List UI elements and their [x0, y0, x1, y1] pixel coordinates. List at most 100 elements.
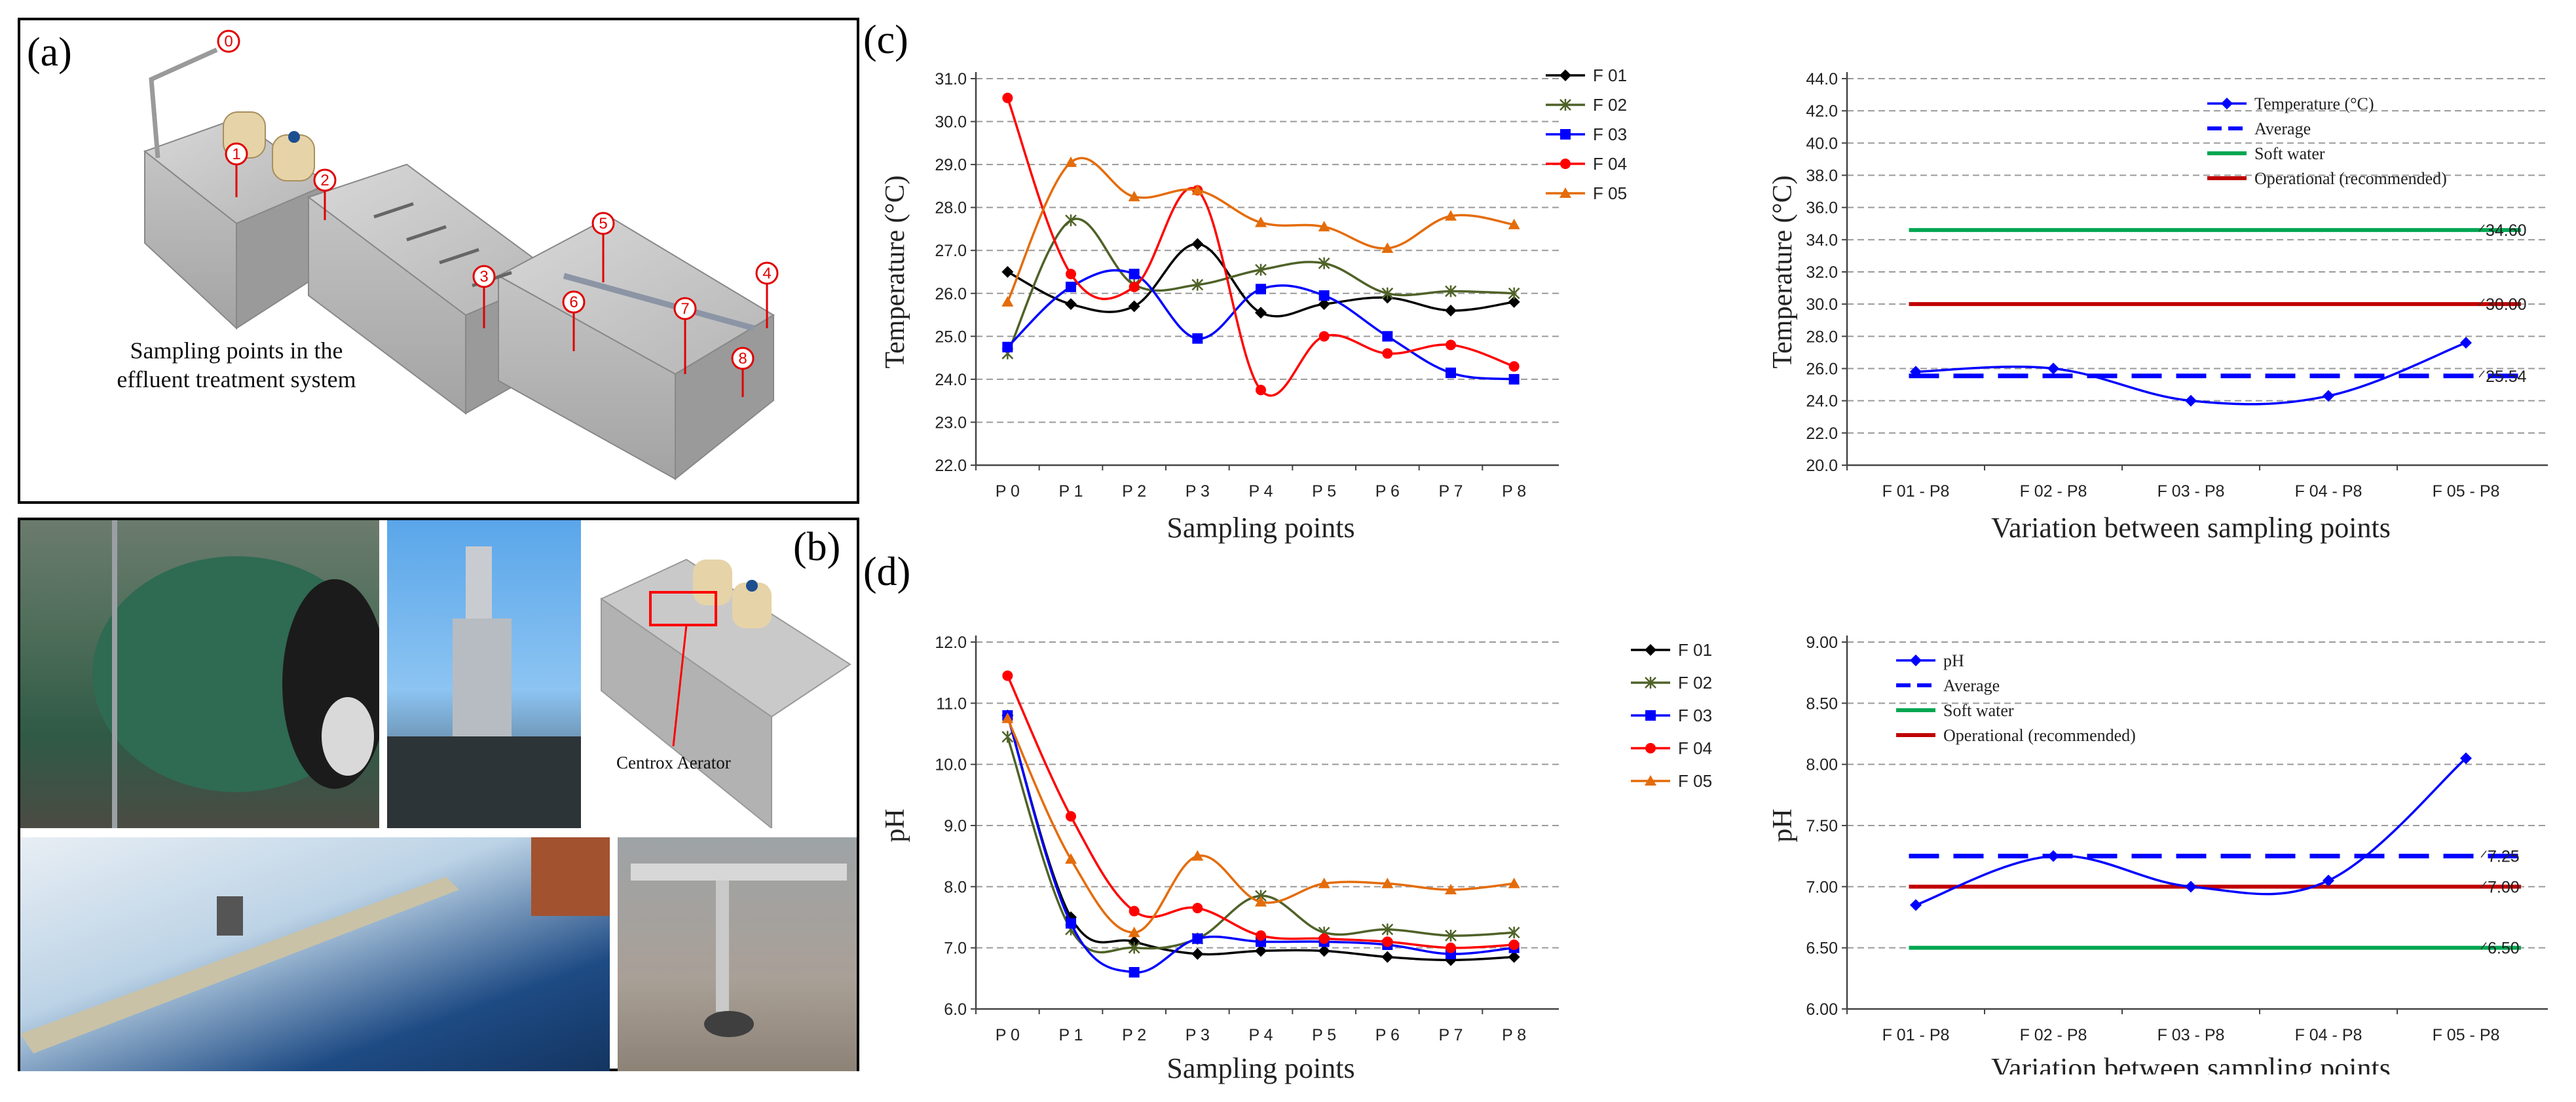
photo-chimney	[387, 520, 581, 828]
legend: Temperature (°C) Average Soft water Operati…	[2207, 94, 2447, 188]
gridlines	[971, 78, 1559, 466]
x-tick-label-p-8: P 8	[1502, 482, 1526, 501]
series-line-f-02	[1006, 736, 1514, 954]
ref-label-leader	[2480, 881, 2487, 888]
y-tick-labels: 22.0 23.0 24.0 25.0 26.0 27.0 28.0 29.0 30.0 31.0	[935, 70, 967, 475]
point-temperature-c-f-04-p8	[2323, 390, 2334, 402]
point-f-04-p-2	[1129, 905, 1140, 917]
legend-label: F 05	[1593, 183, 1627, 203]
y-tick-label: 22.0	[935, 457, 967, 475]
marker-4	[755, 261, 779, 285]
x-tick-label-p-8: P 8	[1502, 1026, 1526, 1044]
legend-item-soft-water: Soft water	[1896, 701, 2014, 720]
y-tick-label: 20.0	[1806, 457, 1838, 475]
legend-item-average: Average	[1896, 676, 2000, 695]
point-f-01-p-4	[1255, 945, 1267, 957]
point-f-02-p-0	[1001, 731, 1014, 743]
point-f-03-p-0	[1002, 341, 1013, 352]
legend: pH Average Soft water Operational (recommen…	[1896, 651, 2136, 745]
y-tick-label: 28.0	[935, 199, 967, 218]
series-ph	[1910, 752, 2472, 911]
y-tick-label: 8.00	[1806, 756, 1838, 774]
marker-1-label: 1	[232, 145, 240, 163]
legend-label: F 01	[1678, 640, 1712, 660]
point-f-05-p-4	[1255, 216, 1267, 227]
photo-aerator-detail	[618, 837, 857, 1071]
series-line-f-04	[1006, 97, 1515, 397]
x-tick-label-p-2: P 2	[1122, 482, 1146, 501]
point-f-02-p-8	[1508, 926, 1520, 939]
series-line-f-04	[1006, 675, 1514, 949]
legend-item-f-01: F 01	[1546, 66, 1627, 85]
point-f-02-p-8	[1508, 287, 1520, 299]
point-f-01-p-8	[1508, 951, 1520, 963]
y-tick-label: 24.0	[1806, 392, 1838, 411]
y-tick-label: 29.0	[935, 156, 967, 174]
point-temperature-c-f-03-p8	[2185, 394, 2197, 407]
y-tick-label: 30.0	[935, 113, 967, 132]
point-f-02-p-6	[1381, 287, 1394, 299]
legend: F 01 F 02 F 03 F 04 F 05	[1631, 640, 1712, 791]
point-f-05-p-4	[1255, 896, 1267, 907]
chart-temperature-variation: 20.0 22.0 24.0 26.0 28.0 30.0 32.0 34.0 36.0 38.0…	[1768, 70, 2548, 544]
point-ph-f-04-p8	[2323, 875, 2334, 886]
legend-marker	[1645, 743, 1656, 753]
series-f-01	[1001, 710, 1520, 966]
y-tick-label: 10.0	[935, 756, 967, 774]
marker-1	[225, 142, 248, 166]
legend-item-operational-recommended: Operational (recommended)	[2207, 169, 2447, 188]
legend-label: F 04	[1593, 154, 1627, 174]
point-f-03-p-4	[1256, 284, 1266, 295]
y-tick-label: 31.0	[935, 70, 967, 88]
point-f-05-p-2	[1128, 926, 1140, 938]
y-tick-label: 11.0	[936, 694, 967, 713]
ref-label-operational-recommended: 30.00	[2486, 295, 2527, 314]
point-f-02-p-6	[1381, 923, 1394, 936]
point-temperature-c-f-05-p8	[2460, 337, 2472, 349]
legend-marker	[1645, 677, 1656, 689]
water-tanks	[223, 111, 315, 181]
point-temperature-c-f-01-p8	[1910, 366, 1922, 378]
point-f-02-p-4	[1255, 263, 1267, 276]
chart-ph-variation: 6.006.507.007.508.008.509.00F 01 - P8 F 0…	[1768, 634, 2548, 1074]
x-axis-title: Variation between sampling points	[1991, 512, 2391, 544]
point-ph-f-05-p8	[2460, 752, 2472, 765]
marker-0	[217, 29, 240, 53]
point-f-02-p-7	[1445, 930, 1457, 941]
y-tick-label: 9.00	[1806, 634, 1838, 652]
ref-label-operational-recommended: 7.00	[2488, 878, 2520, 896]
legend-marker	[1559, 187, 1571, 198]
point-f-04-p-7	[1446, 942, 1456, 953]
legend-marker	[1645, 775, 1656, 786]
point-f-04-p-2	[1129, 281, 1140, 292]
x-axis-title: Sampling points	[1167, 1052, 1354, 1084]
x-tick-label-p-7: P 7	[1438, 1026, 1463, 1044]
x-tick-label-p-7: P 7	[1438, 482, 1463, 501]
panel-c-letter: (c)	[863, 18, 908, 62]
legend-item-f-05: F 05	[1546, 183, 1627, 203]
point-f-04-p-3	[1192, 903, 1203, 913]
legend-item-f-03: F 03	[1546, 124, 1627, 144]
x-tick-label-p-1: P 1	[1058, 482, 1083, 501]
legend-label: F 04	[1678, 738, 1712, 758]
point-f-04-p-4	[1256, 930, 1266, 941]
legend-item-f-04: F 04	[1546, 154, 1627, 174]
ref-label-leader	[2478, 298, 2485, 306]
point-f-05-p-6	[1381, 242, 1394, 253]
y-tick-label: 9.0	[944, 817, 967, 835]
point-f-03-p-3	[1192, 333, 1203, 344]
series-f-01	[1001, 238, 1520, 319]
legend-item-f-02: F 02	[1546, 95, 1627, 115]
x-tick-label-f-03-p8: F 03 - P8	[2157, 482, 2225, 501]
panel-a: (a)	[18, 18, 859, 504]
point-f-03-p-1	[1066, 281, 1076, 292]
legend-item-f-02: F 02	[1631, 673, 1712, 693]
y-tick-label: 22.0	[1806, 425, 1838, 443]
y-tick-label: 27.0	[935, 242, 967, 260]
legend-marker	[1559, 69, 1571, 81]
y-tick-label: 7.00	[1806, 878, 1838, 896]
gridlines	[1842, 641, 2548, 1010]
point-f-04-p-4	[1256, 385, 1266, 396]
legend-label: Operational (recommended)	[2254, 169, 2447, 188]
point-f-05-p-1	[1065, 156, 1077, 167]
